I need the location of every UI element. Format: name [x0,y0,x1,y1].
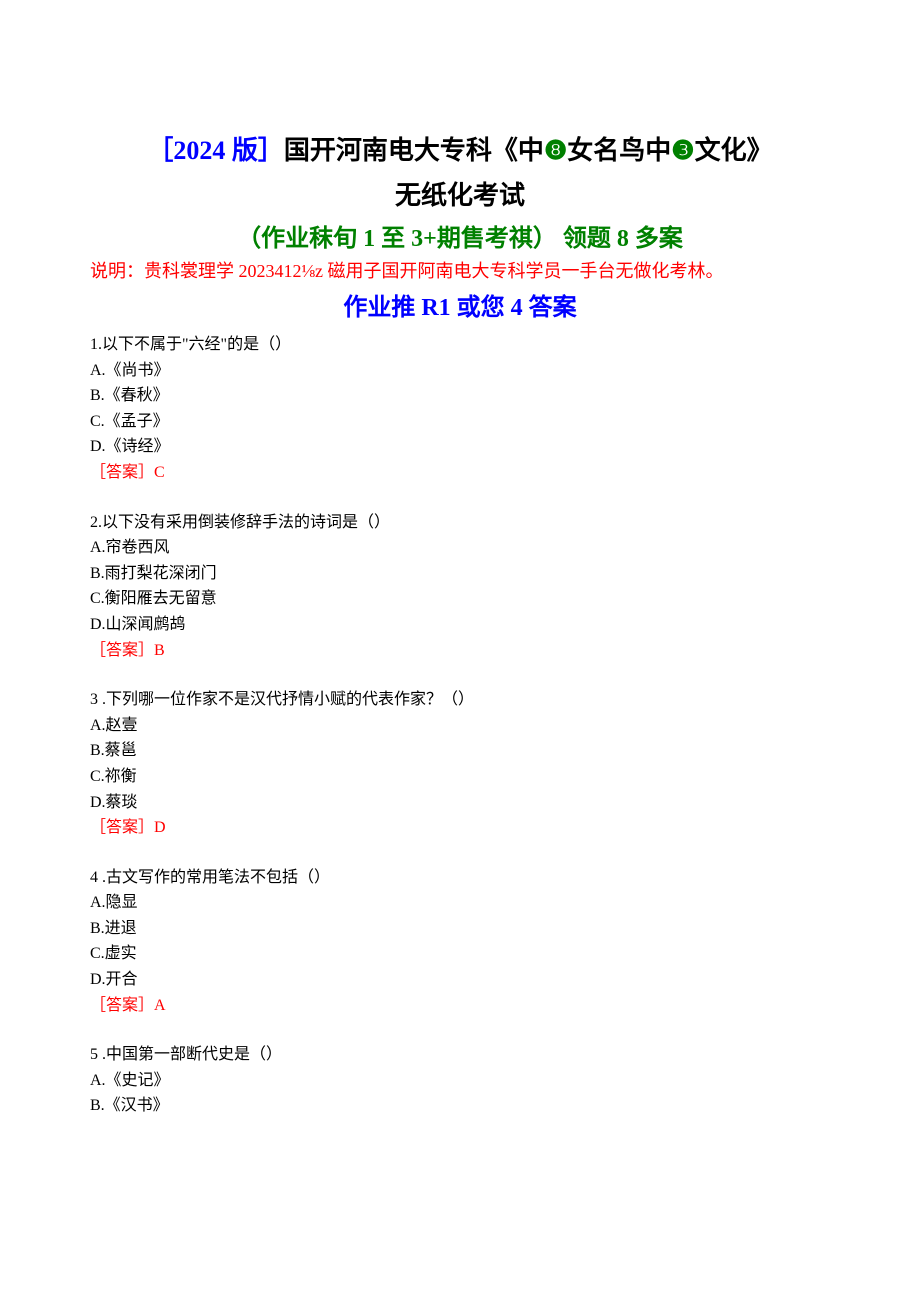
description-text: 说明：贵科裳理学 2023412⅛z 磁用子国开阿南电大专科学员一手台无做化考林… [90,257,830,283]
question-text: 2.以下没有采用倒装修辞手法的诗词是（） [90,510,830,536]
circled-number-8: ❽ [544,136,567,166]
question-option: A.帘卷西风 [90,535,830,561]
title-line-3-part2: 领题 8 多案 [563,226,683,252]
question-block: 3 .下列哪一位作家不是汉代抒情小赋的代表作家？（）A.赵壹B.蔡邕C.祢衡D.… [90,687,830,841]
question-option: B.《春秋》 [90,383,830,409]
question-option: D.山深闻鹧鸪 [90,612,830,638]
questions-container: 1.以下不属于"六经"的是（）A.《尚书》B.《春秋》C.《孟子》D.《诗经》［… [90,332,830,1119]
question-option: B.《汉书》 [90,1093,830,1119]
subtitle: 作业推 R1 或您 4 答案 [90,287,830,322]
question-option: C.衡阳雁去无留意 [90,586,830,612]
question-text: 3 .下列哪一位作家不是汉代抒情小赋的代表作家？（） [90,687,830,713]
question-answer: ［答案］D [90,815,830,841]
question-text: 5 .中国第一部断代史是（） [90,1042,830,1068]
question-block: 1.以下不属于"六经"的是（）A.《尚书》B.《春秋》C.《孟子》D.《诗经》［… [90,332,830,486]
description-part2: 2023412⅛z [239,261,324,281]
title-version: ［2024 版］ [147,136,284,165]
question-option: D.《诗经》 [90,434,830,460]
circled-number-3: ❸ [671,136,694,166]
title-text-2: 女名鸟中 [567,136,671,165]
question-option: D.开合 [90,967,830,993]
question-block: 4 .古文写作的常用笔法不包括（）A.隐显B.进退C.虚实D.开合［答案］A [90,865,830,1019]
title-line-1: ［2024 版］国开河南电大专科《中❽女名鸟中❸文化》 [90,130,830,167]
question-block: 2.以下没有采用倒装修辞手法的诗词是（）A.帘卷西风B.雨打梨花深闭门C.衡阳雁… [90,510,830,664]
question-text: 4 .古文写作的常用笔法不包括（） [90,865,830,891]
question-option: B.进退 [90,916,830,942]
description-part3: 磁用子国开阿南电大专科学员一手台无做化考林。 [323,261,724,281]
question-text: 1.以下不属于"六经"的是（） [90,332,830,358]
question-option: A.赵壹 [90,713,830,739]
question-block: 5 .中国第一部断代史是（）A.《史记》B.《汉书》 [90,1042,830,1119]
question-option: B.蔡邕 [90,738,830,764]
question-option: D.蔡琰 [90,790,830,816]
title-text-1: 国开河南电大专科《中 [284,136,544,165]
question-option: A.隐显 [90,890,830,916]
question-answer: ［答案］B [90,638,830,664]
description-part1: 说明：贵科裳理学 [90,261,239,281]
question-option: C.虚实 [90,941,830,967]
question-answer: ［答案］C [90,460,830,486]
question-option: C.《孟子》 [90,409,830,435]
question-answer: ［答案］A [90,993,830,1019]
title-line-3-part1: （作业秣旬 1 至 3+期售考祺） [237,226,557,252]
question-option: A.《尚书》 [90,358,830,384]
question-option: B.雨打梨花深闭门 [90,561,830,587]
title-line-2: 无纸化考试 [90,175,830,212]
question-option: C.祢衡 [90,764,830,790]
title-line-3: （作业秣旬 1 至 3+期售考祺） 领题 8 多案 [90,218,830,253]
title-text-3: 文化》 [695,136,773,165]
question-option: A.《史记》 [90,1068,830,1094]
